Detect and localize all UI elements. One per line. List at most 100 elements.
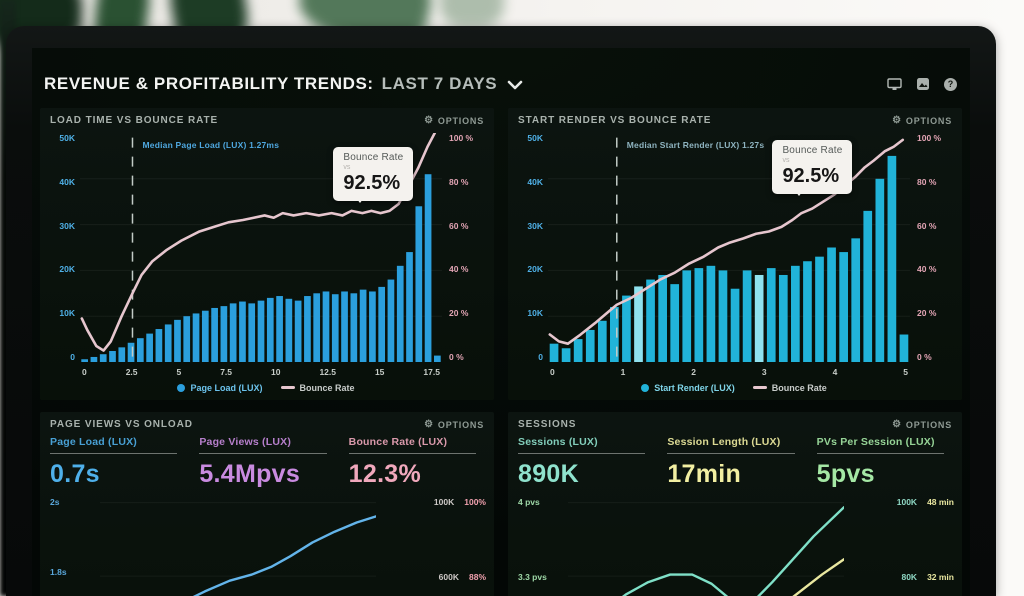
chart-legend: Start Render (LUX) Bounce Rate <box>512 377 956 398</box>
axis-tick: 10K <box>59 308 75 319</box>
options-button[interactable]: ⚙ OPTIONS <box>424 418 484 430</box>
date-range-selector[interactable]: REVENUE & PROFITABILITY TRENDS: LAST 7 D… <box>44 74 523 94</box>
metric-row: Sessions (LUX) 890K Session Length (LUX)… <box>508 433 962 493</box>
axis-tick: 100% <box>464 497 486 507</box>
panel-load-time-vs-bounce-rate: LOAD TIME VS BOUNCE RATE ⚙ OPTIONS 50K 40… <box>40 108 494 400</box>
panel-title: START RENDER VS BOUNCE RATE <box>518 115 712 126</box>
axis-tick: 30K <box>59 220 75 231</box>
metric-underline <box>199 453 327 454</box>
axis-tick: 50K <box>59 133 75 143</box>
axis-tick: 40 % <box>917 264 937 275</box>
axis-tick: 0 <box>550 367 555 377</box>
tooltip-title: Bounce Rate <box>782 144 843 156</box>
metric-underline <box>816 453 944 454</box>
load-time-chart: 50K 40K 30K 20K 10K 0 Median Page Load (LUX) … <box>40 129 494 400</box>
axis-tick: 80 % <box>917 176 937 187</box>
bounce-rate-tooltip: Bounce Rate vs 92.5% <box>772 139 853 196</box>
metric-underline <box>667 453 795 454</box>
axis-tick: 3.3 pvs <box>518 571 547 582</box>
chart-plot-area[interactable]: Median Page Load (LUX) 1.27ms Bounce Rat… <box>80 133 442 362</box>
panel-header: START RENDER VS BOUNCE RATE ⚙ OPTIONS <box>508 108 962 129</box>
axis-tick: 32 min <box>927 571 954 582</box>
legend-bounce-rate: Bounce Rate <box>752 383 827 393</box>
panel-sessions: SESSIONS ⚙ OPTIONS Sessions (LUX) 890K S… <box>508 412 962 596</box>
panel-header: SESSIONS ⚙ OPTIONS <box>508 412 962 433</box>
panel-title: LOAD TIME VS BOUNCE RATE <box>50 115 219 126</box>
axis-tick: 48 min <box>927 497 954 507</box>
y-axis-left: 50K 40K 30K 20K 10K 0 <box>44 133 80 362</box>
gear-icon: ⚙ <box>424 114 434 126</box>
axis-tick: 3 <box>761 367 767 377</box>
mini-y-axis-left: 4 pvs 3.3 pvs <box>518 495 568 596</box>
y-axis-right: 100 % 80 % 60 % 40 % 20 % 0 % <box>910 133 956 362</box>
image-icon[interactable] <box>915 77 930 92</box>
axis-tick: 60 % <box>449 220 469 231</box>
axis-tick: 0 % <box>917 351 932 362</box>
axis-tick: 7.5 <box>220 367 233 377</box>
line-chart <box>568 495 844 596</box>
axis-tick: 100K <box>433 497 455 507</box>
panel-page-views-vs-onload: PAGE VIEWS VS ONLOAD ⚙ OPTIONS Page Load… <box>40 412 494 596</box>
header-toolbar: ? <box>887 77 958 92</box>
axis-tick: 600K <box>438 571 459 582</box>
mini-plot-area[interactable] <box>100 495 376 596</box>
axis-tick: 2 <box>691 367 697 377</box>
axis-tick: 40K <box>527 176 543 187</box>
mini-plot-area[interactable] <box>568 495 844 596</box>
axis-tick: 20 % <box>917 308 937 319</box>
axis-tick: 20K <box>527 264 543 275</box>
tooltip-title: Bounce Rate <box>343 151 404 163</box>
legend-dot-icon <box>177 383 186 392</box>
axis-tick: 4 pvs <box>518 497 540 507</box>
axis-row: 100K 48 min <box>844 497 954 507</box>
axis-tick: 15 <box>374 367 385 377</box>
mini-y-axis-right: 100K 48 min 80K 32 min <box>844 495 954 596</box>
axis-tick: 0 % <box>449 351 464 362</box>
axis-tick: 60 % <box>917 220 937 231</box>
options-button[interactable]: ⚙ OPTIONS <box>892 114 952 126</box>
mini-y-axis-left: 2s1.8s1.4s <box>50 495 100 596</box>
axis-tick: 1 <box>620 367 626 377</box>
panel-header: PAGE VIEWS VS ONLOAD ⚙ OPTIONS <box>40 412 494 433</box>
metric-row: Page Load (LUX) 0.7s Page Views (LUX) 5.… <box>40 433 494 493</box>
plant-leaf <box>440 0 504 28</box>
panel-start-render-vs-bounce-rate: START RENDER VS BOUNCE RATE ⚙ OPTIONS 50… <box>508 108 962 400</box>
axis-tick: 100 % <box>449 133 474 143</box>
dashboard-screen: REVENUE & PROFITABILITY TRENDS: LAST 7 D… <box>32 48 970 596</box>
metric-underline <box>518 453 646 454</box>
axis-tick: 1.8s <box>50 566 67 577</box>
help-icon[interactable]: ? <box>943 77 958 92</box>
options-button[interactable]: ⚙ OPTIONS <box>892 418 952 430</box>
panel-header: LOAD TIME VS BOUNCE RATE ⚙ OPTIONS <box>40 108 494 129</box>
axis-tick: 17.5 <box>423 367 440 377</box>
metric-bounce-rate: Bounce Rate (LUX) 12.3% <box>348 436 484 489</box>
display-icon[interactable] <box>887 77 902 92</box>
axis-tick: 20 % <box>449 308 469 319</box>
tooltip-value: 92.5% <box>782 164 840 187</box>
sessions-trend-chart: 4 pvs 3.3 pvs 100K 48 min 80K 32 min <box>508 493 962 596</box>
axis-row: 600K 88% <box>376 572 486 582</box>
axis-tick: 40 % <box>449 264 469 275</box>
axis-tick: 5 <box>903 367 908 377</box>
metric-page-load: Page Load (LUX) 0.7s <box>50 436 185 489</box>
tooltip-value: 92.5% <box>343 171 401 194</box>
axis-tick: 2s <box>50 497 60 507</box>
axis-tick: 10 <box>271 367 281 377</box>
line-chart <box>100 495 376 596</box>
metric-page-views: Page Views (LUX) 5.4Mpvs <box>199 436 334 489</box>
x-axis: 0 1 2 3 4 5 <box>548 362 910 377</box>
axis-tick: 20K <box>59 264 75 275</box>
bounce-rate-tooltip: Bounce Rate vs 92.5% <box>333 146 414 203</box>
legend-line-icon <box>280 386 295 389</box>
bar-line-chart <box>548 133 910 362</box>
page-title: REVENUE & PROFITABILITY TRENDS: <box>44 74 374 93</box>
metric-pvs-per-session: PVs Per Session (LUX) 5pvs <box>816 436 952 489</box>
tooltip-subtitle: vs <box>782 156 790 164</box>
axis-tick: 5 <box>176 367 182 377</box>
axis-tick: 100 % <box>917 133 942 143</box>
chart-plot-area[interactable]: Median Start Render (LUX) 1.27s Bounce R… <box>548 133 910 362</box>
legend-line-icon <box>752 386 767 389</box>
axis-tick: 0 <box>70 351 75 362</box>
options-button[interactable]: ⚙ OPTIONS <box>424 114 484 126</box>
